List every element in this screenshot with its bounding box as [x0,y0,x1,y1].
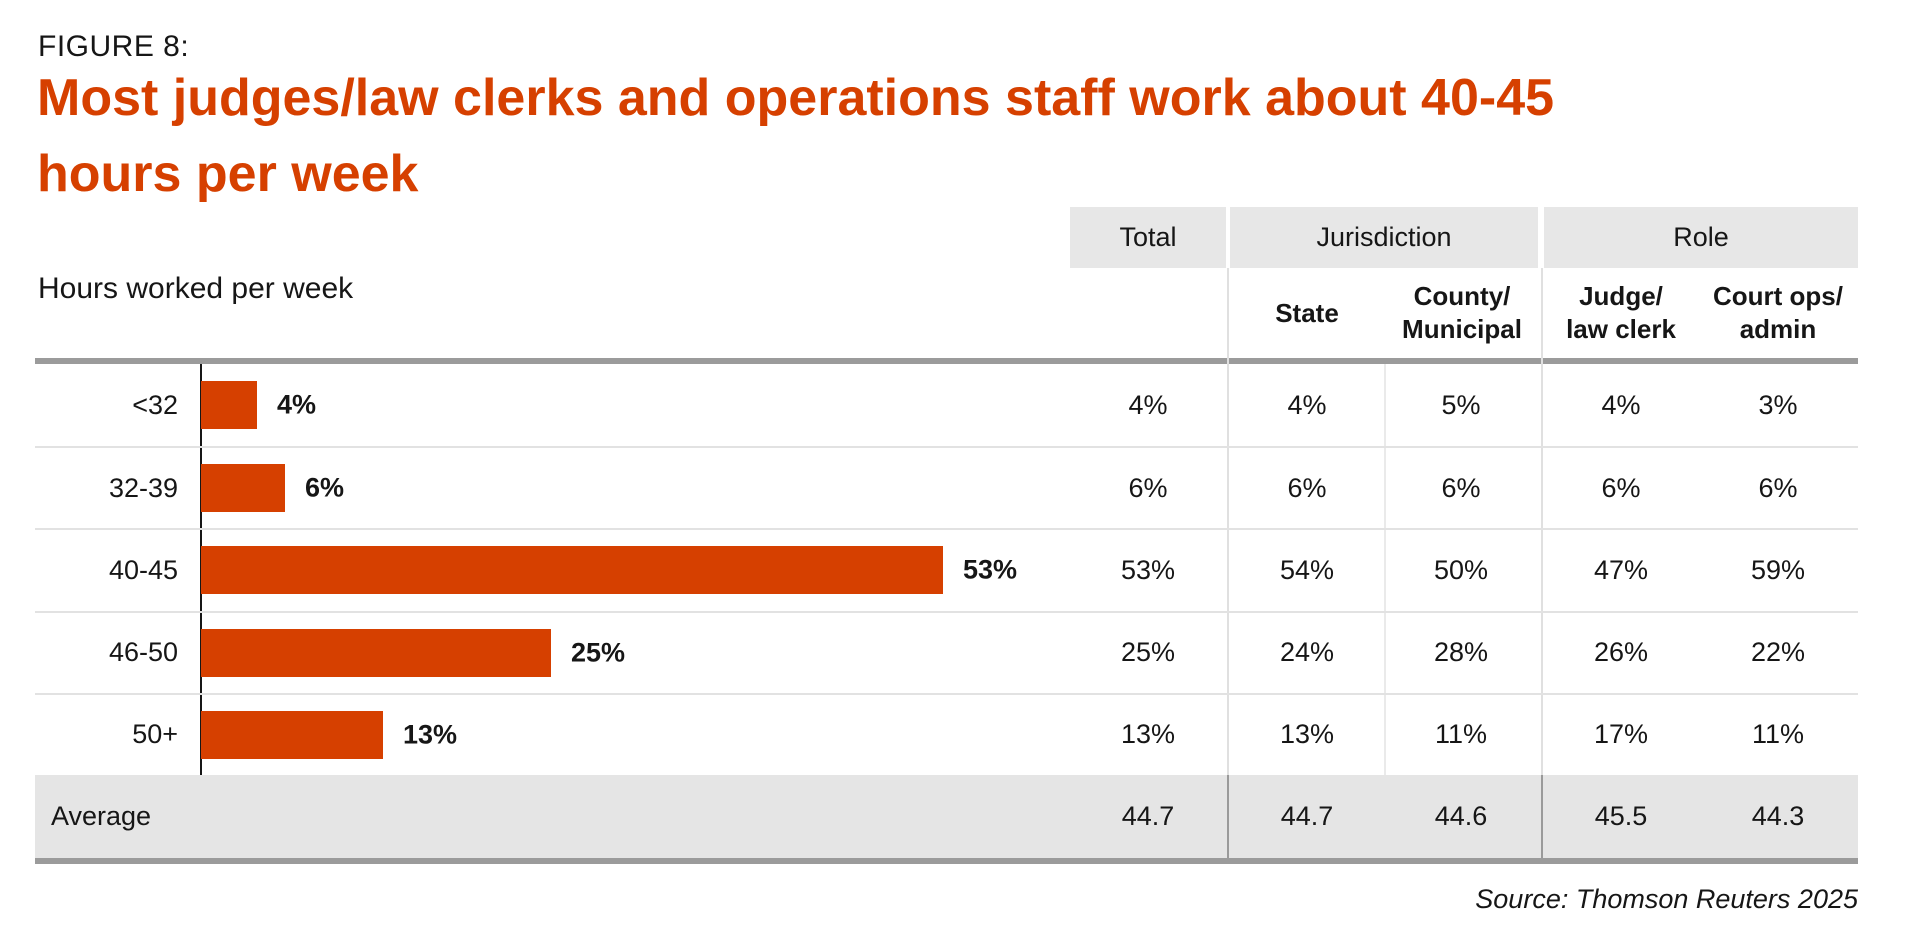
source-attribution: Source: Thomson Reuters 2025 [1475,884,1858,914]
table-row: 46-50 25% 25% 24% 28% 26% 22% [35,610,1858,693]
average-court-ops-admin: 44.3 [1751,801,1805,831]
row-bar [201,546,943,595]
cell-total: 6% [1128,472,1168,503]
average-county-municipal: 44.6 [1434,801,1488,831]
column-header-state: State [1232,268,1382,358]
chart-title-line2: hours per week [37,145,419,203]
cell-total: 13% [1120,719,1176,750]
row-category-label: 46-50 [108,637,178,668]
column-separator-state-county [1384,364,1386,775]
column-header-judge-law-clerk: Judge/ law clerk [1546,268,1696,358]
average-row-label: Average [51,801,152,831]
cell-court-ops-admin: 3% [1758,389,1798,420]
cell-county-municipal: 6% [1441,472,1481,503]
cell-court-ops-admin: 59% [1750,554,1806,585]
cell-judge-law-clerk: 4% [1601,389,1641,420]
y-axis-label: Hours worked per week [38,272,354,305]
average-separator-total-state [1227,775,1229,858]
column-group-total: Total [1070,207,1226,268]
row-category-label: 32-39 [108,472,178,503]
cell-state: 54% [1279,554,1335,585]
column-header-court-ops-admin: Court ops/ admin [1698,268,1858,358]
average-total: 44.7 [1121,801,1175,831]
row-bar [201,381,257,430]
cell-county-municipal: 50% [1433,554,1489,585]
figure-label: FIGURE 8: [38,30,190,63]
average-row: Average 44.7 44.7 44.6 45.5 44.3 [35,775,1858,864]
cell-court-ops-admin: 11% [1751,719,1805,750]
row-bar-value-label: 4% [277,389,317,420]
cell-total: 53% [1120,554,1176,585]
column-header-county-municipal: County/ Municipal [1386,268,1538,358]
cell-county-municipal: 28% [1433,637,1489,668]
column-header-state-label: State [1275,297,1339,328]
row-bar [201,628,551,677]
table-row: 40-45 53% 53% 54% 50% 47% 59% [35,528,1858,610]
row-category-label: <32 [132,389,178,420]
cell-state: 6% [1287,472,1327,503]
cell-state: 4% [1287,389,1327,420]
column-group-role: Role [1544,207,1858,268]
table-row: 50+ 13% 13% 13% 11% 17% 11% [35,692,1858,775]
row-category-label: 50+ [132,719,178,750]
column-group-jurisdiction: Jurisdiction [1230,207,1538,268]
courtops-line1: Court ops/ [1713,281,1843,311]
cell-total: 4% [1128,389,1168,420]
average-separator-county-judge [1541,775,1543,858]
row-bar-value-label: 6% [305,472,345,503]
chart-title-line1: Most judges/law clerks and operations st… [37,69,1555,127]
cell-court-ops-admin: 22% [1750,637,1806,668]
row-bar-value-label: 53% [963,554,1018,585]
row-bar [201,464,285,513]
cell-court-ops-admin: 6% [1758,472,1798,503]
column-separator-total-state [1227,268,1229,775]
row-bar-value-label: 13% [403,719,458,750]
judge-line1: Judge/ [1579,281,1663,311]
cell-county-municipal: 11% [1434,719,1488,750]
cell-state: 24% [1279,637,1335,668]
row-bar-value-label: 25% [571,637,626,668]
cell-state: 13% [1279,719,1335,750]
cell-judge-law-clerk: 17% [1593,719,1649,750]
row-bar [201,710,383,759]
table-row: <32 4% 4% 4% 5% 4% 3% [35,364,1858,446]
table-row: 32-39 6% 6% 6% 6% 6% 6% [35,446,1858,528]
cell-judge-law-clerk: 47% [1593,554,1649,585]
column-separator-county-judge [1541,268,1543,775]
chart-title: Most judges/law clerks and operations st… [37,60,1777,212]
cell-county-municipal: 5% [1441,389,1481,420]
header-rule [35,358,1858,364]
judge-line2: law clerk [1566,314,1676,344]
average-judge-law-clerk: 45.5 [1594,801,1648,831]
cell-judge-law-clerk: 26% [1593,637,1649,668]
row-category-label: 40-45 [108,554,178,585]
county-line1: County/ [1413,281,1511,311]
cell-total: 25% [1120,637,1176,668]
county-line2: Municipal [1402,314,1522,344]
average-state: 44.7 [1280,801,1334,831]
courtops-line2: admin [1739,314,1817,344]
cell-judge-law-clerk: 6% [1601,472,1641,503]
